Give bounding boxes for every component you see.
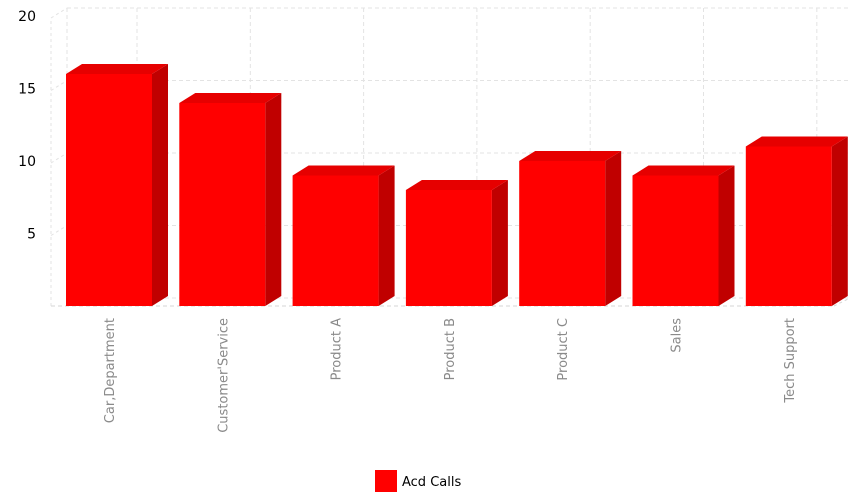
x-tick-label: Customer'Service <box>216 318 231 433</box>
bar-tech-support[interactable] <box>745 136 848 307</box>
bar-top-face <box>519 151 622 161</box>
legend-label[interactable]: Acd Calls <box>402 475 461 490</box>
x-tick-label: Car,Department <box>103 318 118 423</box>
grid-line-depth <box>50 152 68 164</box>
grid-line-depth <box>50 80 68 91</box>
bar-sales[interactable] <box>632 165 735 307</box>
x-tick-label: Product C <box>556 318 571 381</box>
bar-top-face <box>292 165 395 176</box>
bar-side-face <box>831 136 848 306</box>
y-axis: 5 10 15 20 <box>18 9 36 243</box>
bar-car-department[interactable] <box>66 64 168 306</box>
y-tick-label: 5 <box>27 227 36 243</box>
floor-side-edge <box>833 297 851 307</box>
y-tick-label: 15 <box>18 82 36 98</box>
bar-product-b[interactable] <box>405 180 508 306</box>
bar-top-face <box>405 180 508 190</box>
bar-side-face <box>378 165 395 306</box>
x-tick-label: Product A <box>330 318 345 380</box>
bar-top-face <box>632 165 735 176</box>
y-tick-label: 20 <box>18 9 36 25</box>
x-axis: Car,Department Customer'Service Product A P… <box>103 318 798 433</box>
bar-front-face <box>632 175 719 306</box>
bars <box>66 64 848 306</box>
bar-top-face <box>66 64 168 74</box>
bar-product-c[interactable] <box>519 151 622 306</box>
bar-front-face <box>292 175 379 306</box>
x-tick-label: Tech Support <box>783 318 798 404</box>
bar-side-face <box>152 64 168 306</box>
x-tick-label: Sales <box>670 318 685 353</box>
bar-front-face <box>745 146 832 306</box>
bar-customer-service[interactable] <box>179 93 282 306</box>
bar-side-face <box>605 151 622 306</box>
grid-line-depth <box>50 7 68 19</box>
bar-front-face <box>519 161 606 306</box>
grid-line-depth <box>50 225 68 236</box>
bar-front-face <box>179 103 266 306</box>
x-tick-label: Product B <box>443 318 458 380</box>
bar-front-face <box>66 74 152 306</box>
bar-top-face <box>745 136 848 147</box>
bar-top-face <box>179 93 282 103</box>
bar-front-face <box>405 190 492 306</box>
legend-swatch[interactable] <box>375 470 397 492</box>
y-tick-label: 10 <box>18 154 36 170</box>
bar-side-face <box>265 93 282 306</box>
bar-side-face <box>718 165 735 306</box>
bar-side-face <box>491 180 508 306</box>
bar-product-a[interactable] <box>292 165 395 307</box>
legend[interactable]: Acd Calls <box>375 470 461 492</box>
